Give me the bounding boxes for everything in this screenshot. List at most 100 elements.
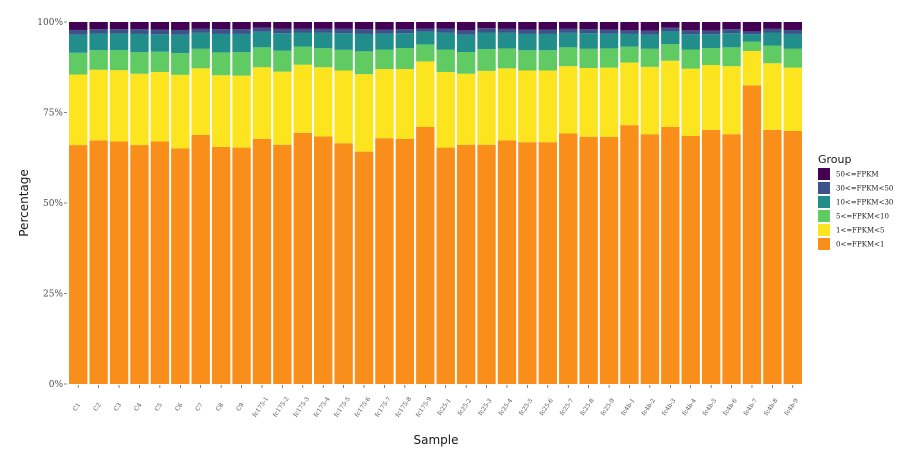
bar-segment [273, 50, 292, 72]
bar-segment [171, 34, 190, 54]
bar-segment [252, 47, 272, 68]
bar-segment [354, 74, 374, 152]
bar-segment [69, 145, 88, 384]
bar-segment [273, 28, 292, 34]
bar-segment [763, 129, 782, 384]
bar-segment [293, 32, 312, 47]
x-tick-label: fc175-5 [333, 396, 352, 419]
bar-segment [375, 49, 394, 70]
bar-segment [416, 28, 435, 32]
bar-segment [395, 22, 415, 30]
bar-segment [722, 66, 741, 135]
bar-segment [232, 52, 251, 76]
bar-segment [334, 22, 353, 29]
bar-segment [314, 136, 333, 384]
legend-item-label: 10<=FPKM<30 [836, 199, 893, 207]
bar-segment [436, 71, 455, 148]
x-tick-label: C5 [153, 402, 164, 413]
bar-segment [375, 22, 394, 30]
bar-segment [334, 49, 353, 71]
bar-segment [69, 22, 88, 30]
x-tick-label: C6 [174, 402, 185, 413]
bar-segment [293, 64, 312, 133]
bar-segment [661, 31, 680, 45]
bar-segment [252, 22, 272, 28]
bar-segment [456, 144, 476, 384]
bar-segment [171, 148, 190, 384]
bar-segment [211, 75, 231, 147]
bar-segment [579, 29, 598, 34]
bar-segment [354, 33, 374, 52]
bar-segment [742, 85, 762, 384]
bar-segment [477, 22, 496, 29]
bar-segment [579, 48, 598, 68]
bar-segment [518, 142, 537, 384]
bar-segment [722, 29, 741, 34]
bar-segment [497, 68, 517, 141]
bar-segment [559, 133, 578, 384]
bar-segment [497, 22, 517, 29]
bar-segment [211, 52, 231, 76]
bar-segment [334, 70, 353, 144]
legend-item-label: 50<=FPKM [836, 171, 879, 179]
bar-segment [456, 34, 476, 53]
bar-segment [232, 29, 251, 34]
bar-segment [477, 70, 496, 145]
bar-segment [191, 28, 210, 33]
bar-segment [354, 151, 374, 384]
x-tick-label: fc4b-5 [702, 397, 719, 417]
x-tick-label: C9 [235, 402, 246, 413]
y-tick-label: 0% [49, 380, 64, 390]
bar-segment [314, 22, 333, 29]
bar-segment [273, 71, 292, 145]
legend-item-label: 5<=FPKM<10 [836, 213, 889, 221]
plot-area [69, 22, 802, 385]
legend-swatch [818, 182, 830, 194]
x-tick-label: fc25-9 [599, 397, 616, 417]
bar-segment [416, 61, 435, 127]
bar-segment [69, 74, 88, 146]
bar-segment [354, 51, 374, 75]
bar-segment [763, 32, 782, 46]
bar-segment [314, 28, 333, 33]
bar-segment [395, 69, 415, 139]
bar-segment [293, 22, 312, 29]
x-tick-label: fc25-5 [518, 397, 535, 417]
bar-segment [742, 31, 762, 35]
bar-segment [314, 67, 333, 137]
bar-segment [273, 33, 292, 51]
x-axis-title: Sample [414, 433, 459, 447]
bar-segment [538, 142, 557, 384]
bar-segment [109, 22, 129, 30]
x-tick-label: fc175-1 [251, 396, 270, 419]
bar-segment [109, 33, 129, 51]
bar-segment [579, 136, 598, 384]
x-tick-label: fc25-8 [579, 397, 596, 417]
bar-segment [783, 33, 802, 49]
bar-segment [109, 141, 129, 384]
legend-title: Group [818, 153, 852, 166]
bar-segment [742, 41, 762, 51]
x-tick-label: fc4b-4 [681, 397, 698, 417]
bar-segment [232, 147, 251, 384]
bar-segment [273, 144, 292, 384]
x-tick-label: fc4b-2 [640, 397, 657, 417]
bar-segment [538, 22, 557, 30]
legend: Group 50<=FPKM 30<=FPKM<50 10<=FPKM<30 5<=F… [818, 153, 893, 250]
bar-segment [599, 22, 619, 30]
bar-segment [273, 22, 292, 29]
bar-segment [109, 70, 129, 142]
x-tick-label: fc25-3 [477, 397, 494, 417]
bar-segment [416, 31, 435, 45]
bar-segment [763, 22, 782, 29]
bar-segment [171, 29, 190, 35]
bar-segment [722, 134, 741, 384]
bar-segment [681, 68, 700, 137]
bar-segment [395, 33, 415, 49]
bar-segment [518, 29, 537, 34]
bar-segment [559, 66, 578, 134]
bar-segment [252, 138, 272, 384]
bar-segment [538, 70, 557, 143]
x-tick-label: fc175-9 [415, 396, 434, 419]
bar-segment [456, 30, 476, 35]
